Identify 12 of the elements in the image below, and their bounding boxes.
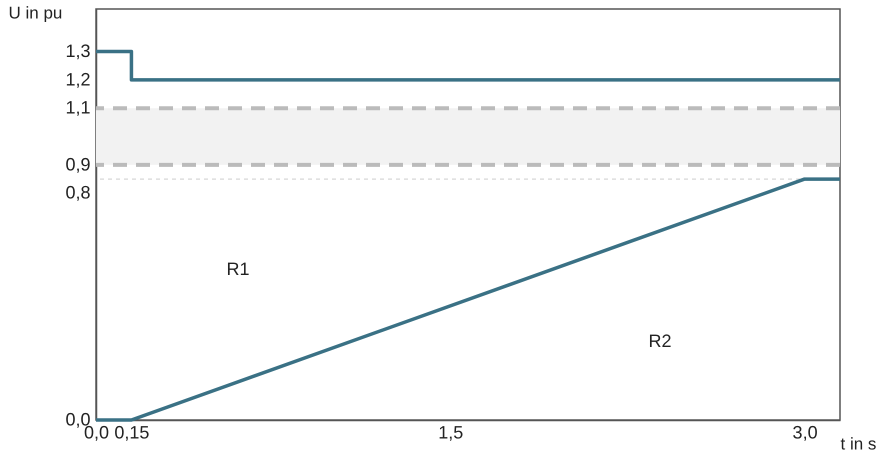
y-axis-title: U in pu <box>8 4 62 22</box>
x-tick-label: 3,0 <box>792 422 818 442</box>
y-tick-label: 1,2 <box>65 69 90 90</box>
annotation: R1 <box>226 259 250 279</box>
y-tick-label: 1,3 <box>65 41 90 62</box>
x-tick-label: 1,5 <box>438 422 464 442</box>
annotation: R2 <box>648 331 672 351</box>
y-tick-label: 0,8 <box>65 182 90 203</box>
y-tick-label: 0,9 <box>65 154 90 174</box>
x-tick-label: 0,15 <box>114 422 150 442</box>
x-axis-title: t in s <box>840 434 876 454</box>
y-tick-label: 1,1 <box>65 98 90 118</box>
